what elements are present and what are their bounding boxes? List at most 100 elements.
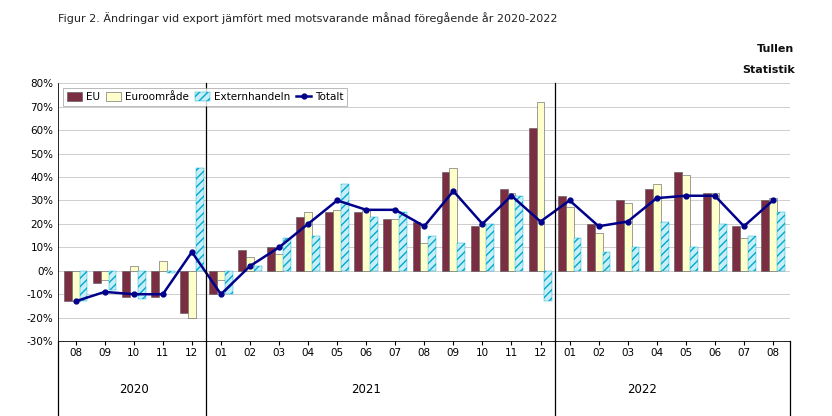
Bar bbox=[566, 208, 573, 271]
Bar bbox=[595, 233, 602, 271]
Totalt bbox=[565, 198, 575, 203]
Bar bbox=[537, 102, 544, 271]
Bar bbox=[399, 212, 407, 271]
Bar bbox=[719, 224, 726, 271]
Bar bbox=[72, 271, 80, 301]
Totalt bbox=[536, 219, 546, 224]
Bar bbox=[122, 271, 130, 297]
Bar bbox=[312, 235, 319, 271]
Bar bbox=[769, 198, 777, 271]
Totalt bbox=[681, 193, 691, 198]
Totalt bbox=[739, 224, 749, 229]
Bar bbox=[761, 201, 769, 271]
Bar bbox=[674, 172, 682, 271]
Totalt bbox=[245, 264, 255, 269]
Totalt bbox=[129, 292, 139, 297]
Bar bbox=[188, 271, 196, 318]
Bar bbox=[645, 189, 653, 271]
Line: Totalt: Totalt bbox=[73, 188, 775, 304]
Totalt bbox=[303, 221, 313, 226]
Totalt bbox=[332, 198, 342, 203]
Bar bbox=[631, 248, 640, 271]
Bar bbox=[616, 201, 624, 271]
Bar bbox=[748, 235, 755, 271]
Bar bbox=[420, 243, 428, 271]
Totalt bbox=[768, 198, 778, 203]
Bar bbox=[682, 175, 690, 271]
Bar bbox=[384, 219, 391, 271]
Bar bbox=[587, 224, 595, 271]
Bar bbox=[225, 271, 233, 294]
Bar bbox=[370, 217, 378, 271]
Bar bbox=[275, 254, 283, 271]
Totalt bbox=[361, 207, 371, 212]
Totalt bbox=[478, 221, 488, 226]
Text: 2022: 2022 bbox=[627, 383, 657, 396]
Bar bbox=[777, 212, 785, 271]
Text: 2021: 2021 bbox=[351, 383, 381, 396]
Bar bbox=[602, 252, 611, 271]
Bar bbox=[283, 238, 291, 271]
Bar bbox=[362, 210, 370, 271]
Totalt bbox=[622, 219, 632, 224]
Bar bbox=[471, 226, 478, 271]
Bar bbox=[661, 222, 669, 271]
Totalt bbox=[216, 292, 226, 297]
Bar bbox=[544, 271, 552, 301]
Bar bbox=[500, 189, 508, 271]
Bar bbox=[138, 271, 146, 299]
Bar bbox=[653, 184, 661, 271]
Bar bbox=[180, 271, 188, 313]
Bar bbox=[703, 193, 711, 271]
Bar bbox=[151, 271, 159, 297]
Totalt bbox=[507, 193, 517, 198]
Bar bbox=[449, 168, 458, 271]
Bar bbox=[508, 193, 515, 271]
Bar bbox=[529, 128, 537, 271]
Bar bbox=[305, 212, 312, 271]
Legend: EU, Euroområde, Externhandeln, Totalt: EU, Euroområde, Externhandeln, Totalt bbox=[63, 89, 347, 106]
Totalt bbox=[158, 292, 168, 297]
Bar bbox=[341, 184, 349, 271]
Text: Statistik: Statistik bbox=[742, 65, 795, 75]
Bar bbox=[354, 212, 362, 271]
Totalt bbox=[448, 188, 458, 193]
Totalt bbox=[187, 250, 197, 255]
Bar bbox=[246, 257, 254, 271]
Bar bbox=[296, 217, 305, 271]
Bar bbox=[442, 172, 449, 271]
Bar bbox=[391, 219, 399, 271]
Bar bbox=[267, 248, 275, 271]
Totalt bbox=[274, 245, 284, 250]
Bar bbox=[159, 261, 166, 271]
Bar bbox=[557, 196, 566, 271]
Bar bbox=[209, 271, 217, 294]
Totalt bbox=[651, 196, 661, 201]
Bar bbox=[732, 226, 740, 271]
Bar bbox=[93, 271, 101, 282]
Bar bbox=[64, 271, 72, 301]
Bar bbox=[573, 238, 582, 271]
Bar bbox=[428, 235, 436, 271]
Bar bbox=[238, 250, 246, 271]
Text: Figur 2. Ändringar vid export jämfört med motsvarande månad föregående år 2020-2: Figur 2. Ändringar vid export jämfört me… bbox=[58, 12, 557, 25]
Totalt bbox=[390, 207, 400, 212]
Totalt bbox=[71, 299, 81, 304]
Text: Tullen: Tullen bbox=[757, 44, 795, 54]
Bar bbox=[740, 238, 748, 271]
Bar bbox=[690, 248, 697, 271]
Bar bbox=[624, 203, 631, 271]
Bar bbox=[80, 271, 87, 301]
Totalt bbox=[594, 224, 604, 229]
Bar bbox=[325, 212, 334, 271]
Bar bbox=[458, 243, 465, 271]
Text: 2020: 2020 bbox=[119, 383, 149, 396]
Bar bbox=[413, 222, 420, 271]
Bar bbox=[334, 210, 341, 271]
Bar bbox=[109, 271, 116, 290]
Bar bbox=[166, 271, 175, 273]
Bar bbox=[711, 193, 719, 271]
Totalt bbox=[419, 224, 429, 229]
Bar bbox=[254, 266, 262, 271]
Bar bbox=[196, 168, 204, 271]
